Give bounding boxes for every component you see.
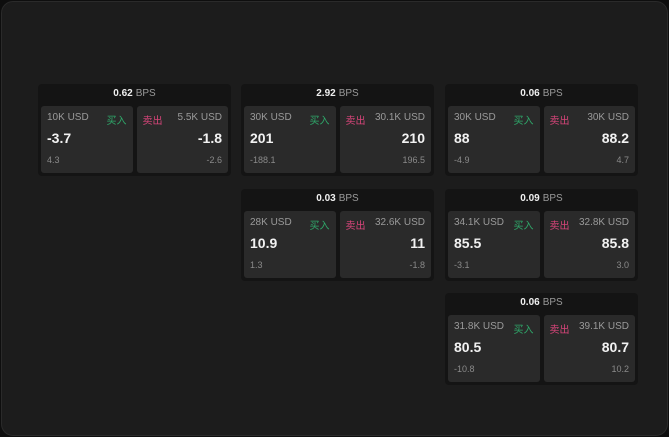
sell-cell[interactable]: 卖出 30.1K USD 210 196.5 <box>339 106 431 173</box>
ask-quantity: 5.5K USD <box>177 112 222 123</box>
buy-label: 买入 <box>513 221 534 232</box>
bid-price: 85.5 <box>454 235 482 251</box>
buy-cell[interactable]: 30K USD 买入 88 -4.9 <box>448 106 540 173</box>
bid-quantity: 30K USD <box>454 112 496 123</box>
buy-cell[interactable]: 28K USD 买入 10.9 1.3 <box>244 211 336 278</box>
spread-unit: BPS <box>542 297 563 308</box>
ask-quantity: 32.8K USD <box>578 217 629 228</box>
ask-quantity: 30.1K USD <box>374 112 425 123</box>
sell-cell[interactable]: 卖出 32.8K USD 85.8 3.0 <box>543 211 635 278</box>
spread-unit: BPS <box>135 88 156 99</box>
ask-change: 196.5 <box>402 155 425 165</box>
ask-price: 11 <box>410 235 425 251</box>
ask-price: 85.8 <box>601 235 629 251</box>
buy-label: 买入 <box>513 325 534 336</box>
sell-cell[interactable]: 卖出 39.1K USD 80.7 10.2 <box>543 315 635 382</box>
bid-quantity: 34.1K USD <box>454 217 505 228</box>
buy-label: 买入 <box>106 116 127 127</box>
bid-price: 80.5 <box>454 339 482 355</box>
ask-change: 4.7 <box>616 155 629 165</box>
spread-header: 0.09 BPS <box>445 189 638 209</box>
bid-change: 4.3 <box>47 155 60 165</box>
sell-label: 卖出 <box>549 325 570 336</box>
spread-value: 0.62 <box>113 88 133 99</box>
buy-cell[interactable]: 31.8K USD 买入 80.5 -10.8 <box>448 315 540 382</box>
buy-cell[interactable]: 30K USD 买入 201 -188.1 <box>244 106 336 173</box>
ask-quantity: 39.1K USD <box>578 321 629 332</box>
ask-price: 80.7 <box>601 339 629 355</box>
spread-value: 2.92 <box>316 88 336 99</box>
ask-price: 210 <box>401 130 425 146</box>
bid-price: -3.7 <box>47 130 72 146</box>
quote-card: 0.09 BPS 34.1K USD 买入 85.5 -3.1 卖出 32.8K … <box>445 189 638 281</box>
quote-card: 0.06 BPS 30K USD 买入 88 -4.9 卖出 30K USD 88… <box>445 84 638 176</box>
spread-value: 0.06 <box>520 88 540 99</box>
bid-price: 201 <box>250 130 274 146</box>
buy-cell[interactable]: 10K USD 买入 -3.7 4.3 <box>41 106 133 173</box>
spread-value: 0.03 <box>316 193 336 204</box>
quote-card: 2.92 BPS 30K USD 买入 201 -188.1 卖出 30.1K U… <box>241 84 434 176</box>
buy-label: 买入 <box>309 221 330 232</box>
spread-value: 0.06 <box>520 297 540 308</box>
ask-change: -2.6 <box>206 155 222 165</box>
buy-label: 买入 <box>309 116 330 127</box>
bid-quantity: 30K USD <box>250 112 292 123</box>
ask-price: 88.2 <box>601 130 629 146</box>
ask-change: 3.0 <box>616 260 629 270</box>
bid-change: -4.9 <box>454 155 470 165</box>
quote-card: 0.06 BPS 31.8K USD 买入 80.5 -10.8 卖出 39.1K… <box>445 293 638 385</box>
spread-unit: BPS <box>542 193 563 204</box>
sell-cell[interactable]: 卖出 32.6K USD 11 -1.8 <box>339 211 431 278</box>
ask-change: 10.2 <box>611 364 629 374</box>
spread-unit: BPS <box>338 193 359 204</box>
sell-cell[interactable]: 卖出 30K USD 88.2 4.7 <box>543 106 635 173</box>
spread-unit: BPS <box>542 88 563 99</box>
sell-cell[interactable]: 卖出 5.5K USD -1.8 -2.6 <box>136 106 228 173</box>
ask-quantity: 32.6K USD <box>374 217 425 228</box>
bid-quantity: 28K USD <box>250 217 292 228</box>
bid-quantity: 31.8K USD <box>454 321 505 332</box>
bid-price: 88 <box>454 130 470 146</box>
spread-header: 0.06 BPS <box>445 84 638 104</box>
ask-quantity: 30K USD <box>587 112 629 123</box>
bid-change: 1.3 <box>250 260 263 270</box>
quote-card: 0.62 BPS 10K USD 买入 -3.7 4.3 卖出 5.5K USD … <box>38 84 231 176</box>
spread-unit: BPS <box>338 88 359 99</box>
sell-label: 卖出 <box>345 221 366 232</box>
buy-cell[interactable]: 34.1K USD 买入 85.5 -3.1 <box>448 211 540 278</box>
spread-header: 2.92 BPS <box>241 84 434 104</box>
quote-card: 0.03 BPS 28K USD 买入 10.9 1.3 卖出 32.6K USD… <box>241 189 434 281</box>
sell-label: 卖出 <box>345 116 366 127</box>
ask-change: -1.8 <box>409 260 425 270</box>
sell-label: 卖出 <box>142 116 163 127</box>
sell-label: 卖出 <box>549 221 570 232</box>
ask-price: -1.8 <box>197 130 222 146</box>
spread-header: 0.06 BPS <box>445 293 638 313</box>
spread-header: 0.03 BPS <box>241 189 434 209</box>
bid-quantity: 10K USD <box>47 112 89 123</box>
sell-label: 卖出 <box>549 116 570 127</box>
bid-change: -10.8 <box>454 364 475 374</box>
buy-label: 买入 <box>513 116 534 127</box>
spread-header: 0.62 BPS <box>38 84 231 104</box>
bid-price: 10.9 <box>250 235 278 251</box>
bid-change: -188.1 <box>250 155 276 165</box>
bid-change: -3.1 <box>454 260 470 270</box>
spread-value: 0.09 <box>520 193 540 204</box>
